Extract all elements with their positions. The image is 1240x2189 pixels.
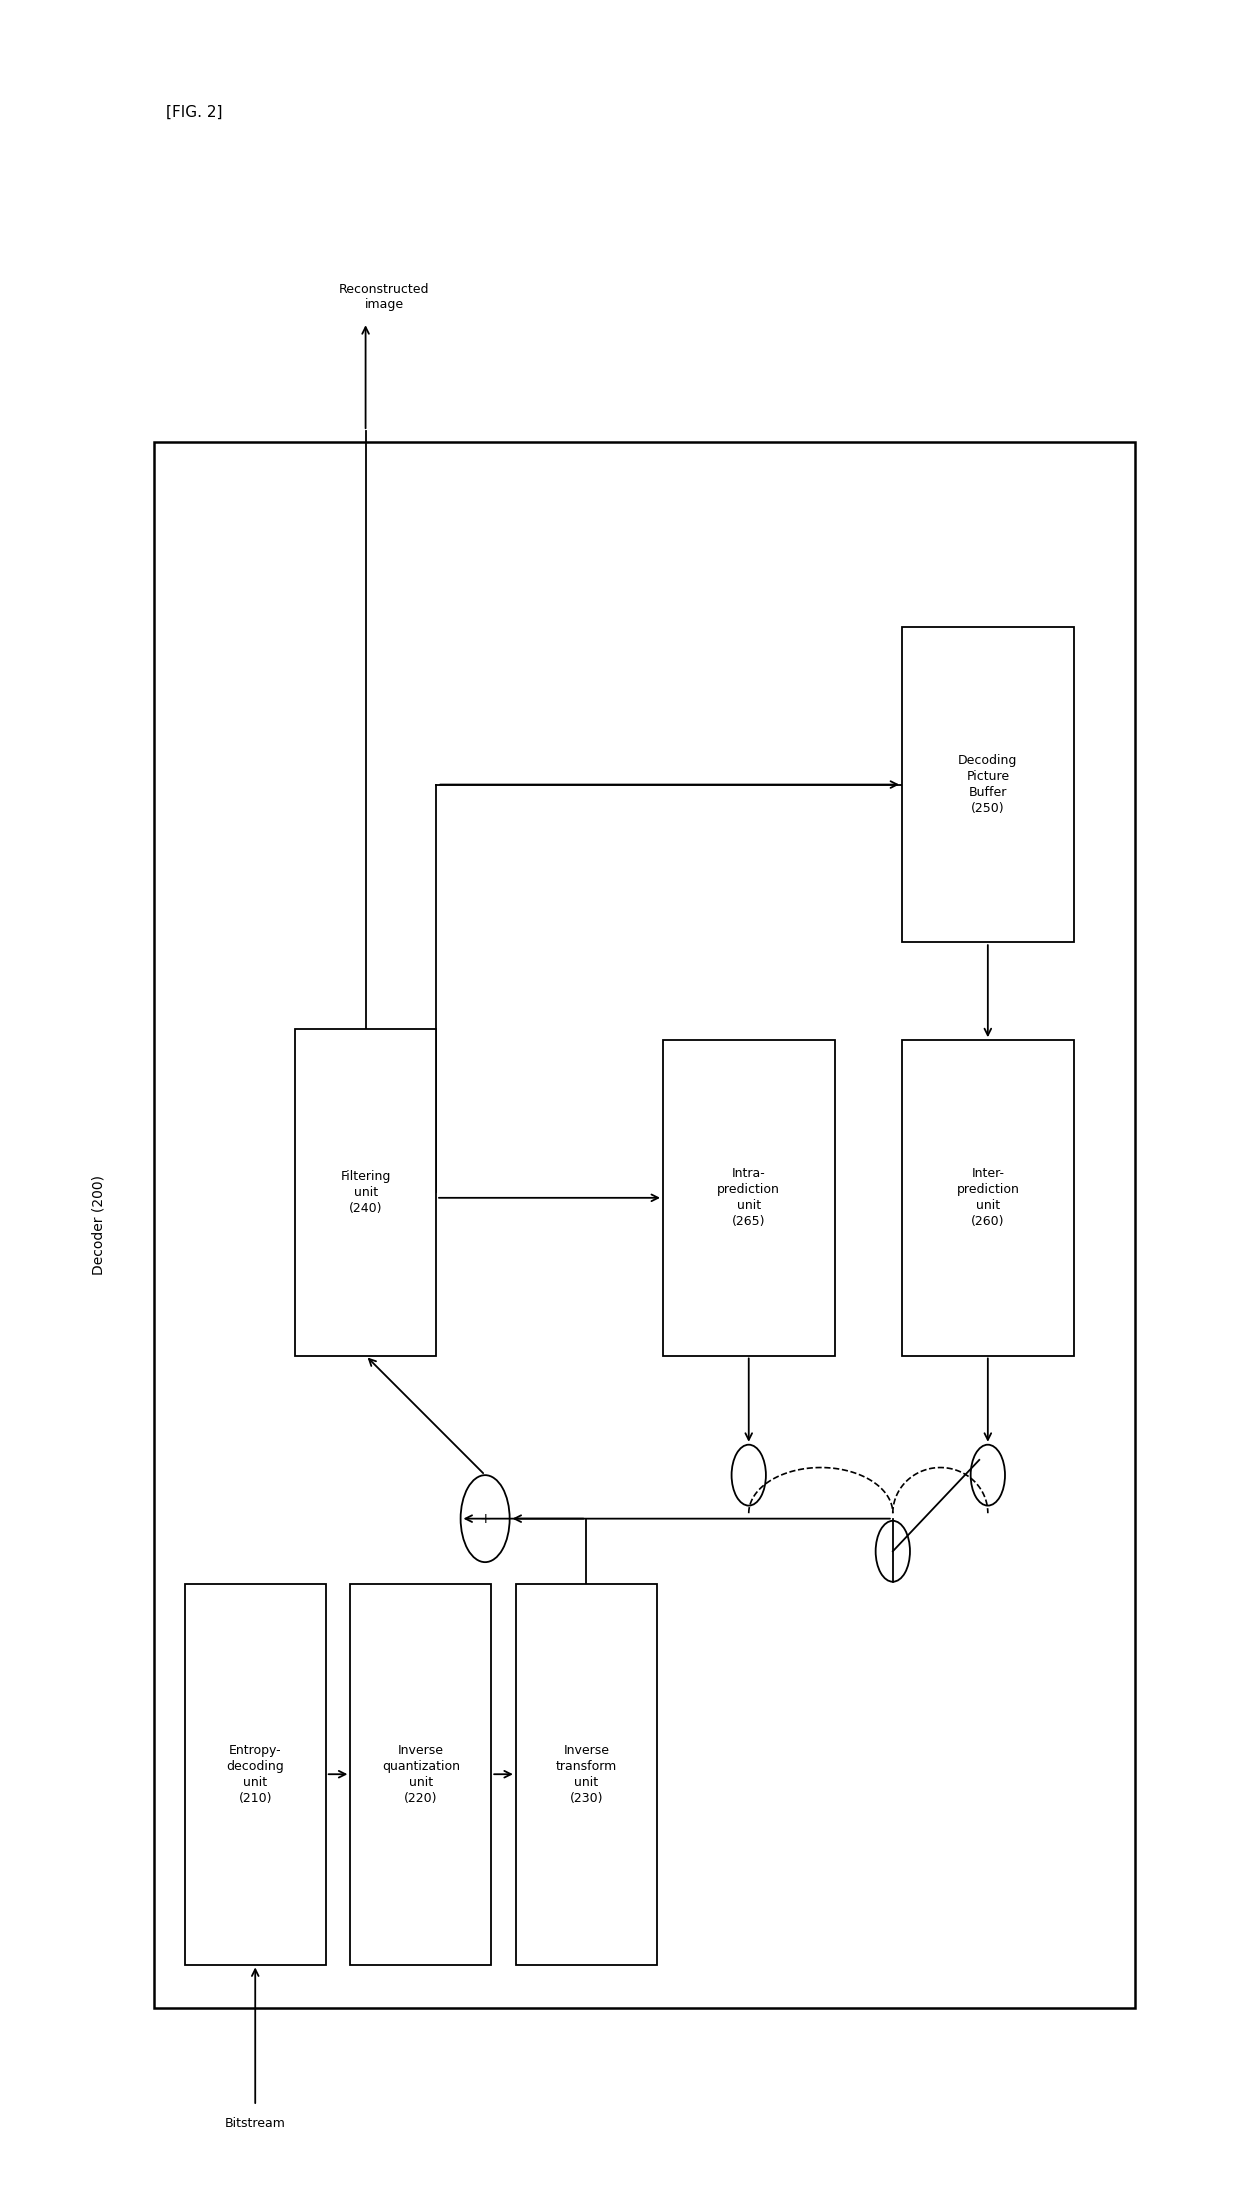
Text: Inverse
quantization
unit
(220): Inverse quantization unit (220) bbox=[382, 1745, 460, 1804]
Bar bbox=[901, 1040, 1074, 1355]
Bar bbox=[295, 1029, 436, 1355]
Text: [FIG. 2]: [FIG. 2] bbox=[166, 105, 223, 120]
Bar bbox=[154, 442, 1135, 2007]
Text: Reconstructed
image: Reconstructed image bbox=[339, 282, 429, 311]
Text: Inter-
prediction
unit
(260): Inter- prediction unit (260) bbox=[956, 1167, 1019, 1228]
Text: Decoding
Picture
Buffer
(250): Decoding Picture Buffer (250) bbox=[959, 753, 1018, 814]
Bar bbox=[185, 1585, 326, 1964]
Text: +: + bbox=[480, 1513, 491, 1526]
Bar bbox=[516, 1585, 657, 1964]
Bar bbox=[663, 1040, 835, 1355]
Text: Filtering
unit
(240): Filtering unit (240) bbox=[341, 1169, 391, 1215]
Text: Inverse
transform
unit
(230): Inverse transform unit (230) bbox=[556, 1745, 618, 1804]
Text: Entropy-
decoding
unit
(210): Entropy- decoding unit (210) bbox=[227, 1745, 284, 1804]
Bar bbox=[350, 1585, 491, 1964]
Text: Bitstream: Bitstream bbox=[224, 2117, 285, 2130]
Bar bbox=[901, 626, 1074, 941]
Text: Intra-
prediction
unit
(265): Intra- prediction unit (265) bbox=[717, 1167, 780, 1228]
Text: Decoder (200): Decoder (200) bbox=[92, 1175, 105, 1274]
